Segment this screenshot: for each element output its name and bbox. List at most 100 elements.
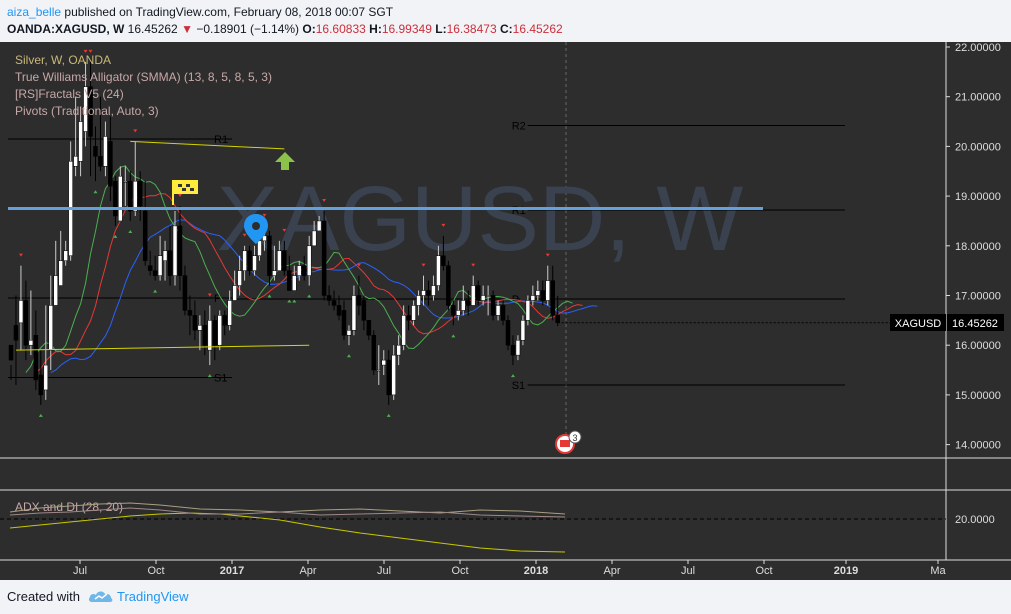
- fractal-down-marker: [346, 354, 351, 358]
- candle-body: [43, 364, 49, 391]
- candle: [28, 290, 34, 356]
- close-label: C:: [499, 22, 513, 36]
- candle: [461, 285, 466, 316]
- price-change: −0.18901 (−1.14%): [196, 22, 300, 36]
- symbol-watermark: XAGUSD, W: [217, 168, 744, 270]
- trendline-2[interactable]: [130, 140, 285, 150]
- candle: [550, 265, 555, 321]
- candle-body: [555, 314, 560, 323]
- candle-body: [172, 225, 178, 276]
- candle-body: [301, 265, 307, 276]
- fractal-down-marker: [267, 294, 272, 298]
- candle-body: [470, 285, 476, 306]
- fractal-up-marker: [83, 49, 88, 53]
- candle: [510, 335, 516, 366]
- candle: [103, 121, 108, 177]
- candle-body: [465, 300, 471, 306]
- candle: [436, 245, 441, 291]
- candle-body: [540, 290, 546, 301]
- candle-body: [386, 359, 391, 396]
- candle: [500, 300, 506, 326]
- candle-body: [525, 300, 531, 321]
- price-tick-label: 20.00000: [955, 141, 1001, 153]
- candle: [252, 245, 257, 276]
- candle-body: [137, 180, 143, 207]
- candle-body: [282, 250, 287, 271]
- candle-body: [28, 339, 34, 346]
- legend-line-1: Silver, W, OANDA: [15, 53, 111, 67]
- pivot-label-r1: R1: [512, 205, 526, 217]
- candle: [431, 275, 436, 301]
- trendline-1[interactable]: [15, 344, 310, 351]
- pivot-label-s1: S1: [512, 380, 525, 392]
- candle: [530, 285, 536, 306]
- candle: [177, 206, 183, 291]
- price-axis: 14.00000 15.00000 16.00000 17.00000 18.00000…: [946, 42, 1001, 452]
- candle: [505, 315, 511, 351]
- publication-header: aiza_belle published on TradingView.com,…: [0, 0, 1011, 42]
- candle: [301, 255, 307, 281]
- time-tick-label: Jul: [377, 565, 391, 577]
- candle: [172, 211, 178, 286]
- candle: [306, 235, 312, 286]
- candle-body: [451, 305, 456, 316]
- candle-body: [376, 369, 382, 372]
- time-tick-label: Jul: [681, 565, 695, 577]
- price-tick-label: 21.00000: [955, 92, 1001, 104]
- arrow-up-icon[interactable]: [275, 152, 295, 170]
- candle-body: [18, 300, 24, 324]
- price-tag-symbol: XAGUSD: [895, 318, 942, 330]
- footer: Created with TradingView: [0, 580, 1011, 614]
- candle: [48, 275, 54, 371]
- candle-body: [530, 295, 536, 301]
- adx-pane: ADX and DI (28, 20) 20.0000: [0, 500, 995, 553]
- candle: [187, 295, 193, 336]
- tradingview-logo-icon[interactable]: [88, 587, 114, 607]
- event-flag-icon[interactable]: 3: [555, 430, 582, 454]
- candle: [490, 290, 496, 321]
- candle-body: [406, 315, 411, 321]
- author-link[interactable]: aiza_belle: [7, 5, 62, 19]
- candle-body: [142, 210, 148, 261]
- flag-icon[interactable]: [172, 180, 198, 205]
- candle: [446, 260, 451, 311]
- fractal-up-marker: [441, 223, 446, 227]
- candle-body: [361, 300, 367, 321]
- tradingview-brand-link[interactable]: TradingView: [117, 589, 189, 604]
- location-pin-icon[interactable]: [244, 214, 268, 244]
- candle-body: [212, 320, 218, 346]
- candle-body: [505, 320, 511, 346]
- candle: [192, 300, 198, 341]
- symbol-label: OANDA:XAGUSD, W: [7, 22, 125, 36]
- candle-body: [48, 305, 54, 351]
- candle: [356, 275, 362, 316]
- candles: [8, 49, 560, 417]
- candle-body: [98, 156, 103, 167]
- price-tick-label: 22.00000: [955, 42, 1001, 54]
- candle-body: [336, 305, 342, 316]
- candle-body: [192, 315, 198, 331]
- candle-body: [421, 290, 426, 296]
- candle: [341, 300, 347, 341]
- candle: [386, 350, 391, 405]
- candle: [346, 325, 352, 346]
- trendlines[interactable]: [8, 140, 946, 351]
- time-tick-label: Apr: [603, 565, 620, 577]
- candle: [366, 320, 372, 341]
- candle: [272, 245, 277, 281]
- time-tick-label: Apr: [299, 565, 316, 577]
- candle: [321, 211, 327, 301]
- candle: [297, 260, 302, 281]
- candle: [381, 350, 386, 376]
- open-value: 16.60833: [315, 22, 366, 36]
- fractal-down-marker: [38, 413, 43, 417]
- fractal-down-marker: [386, 413, 391, 417]
- ohlc-line: OANDA:XAGUSD, W 16.45262 ▼ −0.18901 (−1.…: [7, 22, 563, 36]
- price-tag-value: 16.45262: [952, 318, 998, 330]
- candle: [232, 270, 237, 301]
- candle: [217, 310, 222, 351]
- candle-body: [545, 280, 551, 301]
- candle: [351, 285, 357, 336]
- candle: [63, 240, 68, 266]
